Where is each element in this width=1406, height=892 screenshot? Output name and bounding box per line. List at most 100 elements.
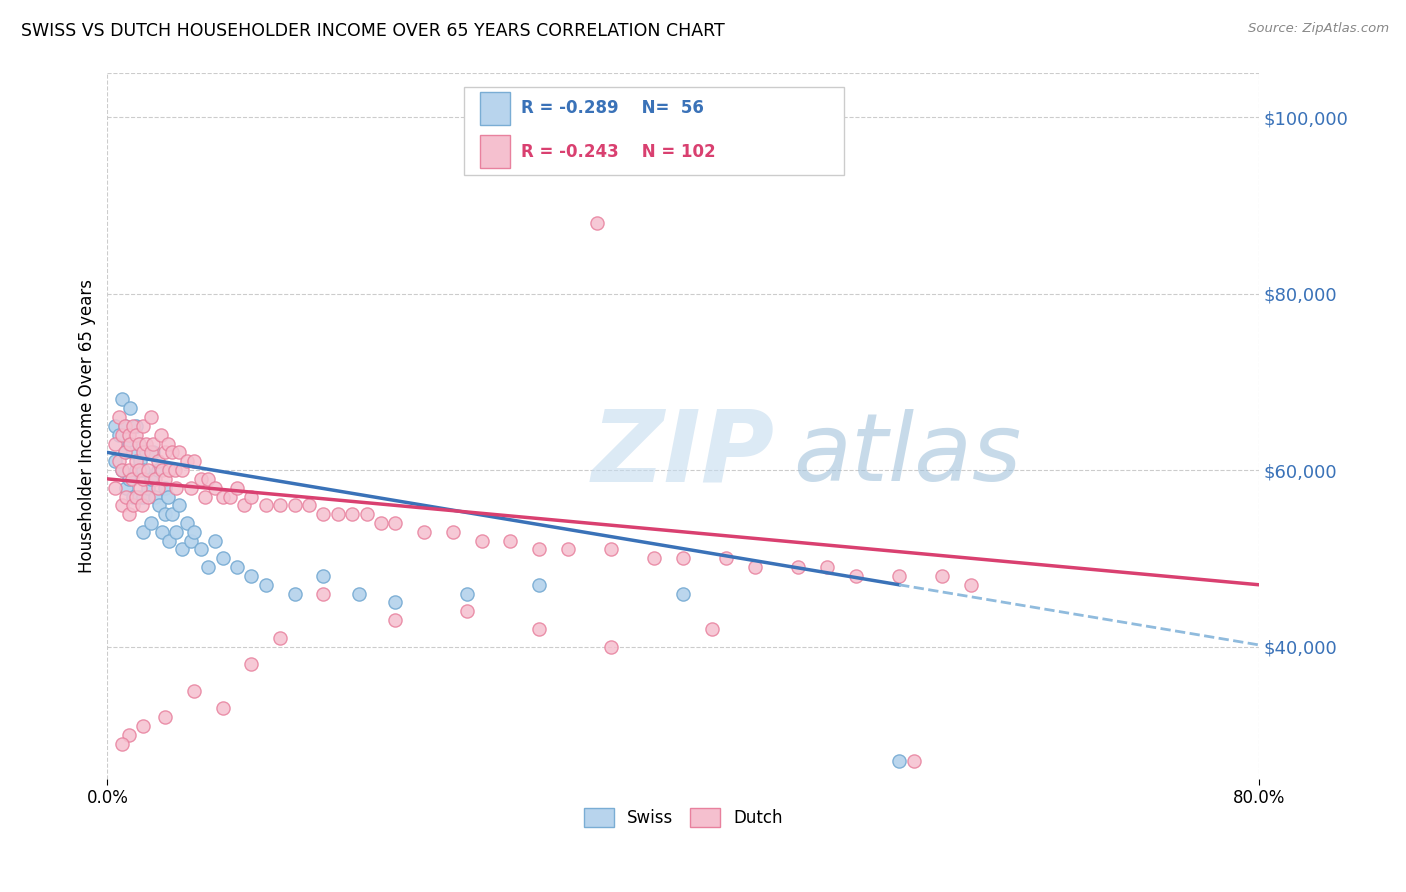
Point: [132, 719, 155, 733]
Point: [157, 533, 180, 548]
Point: [211, 551, 233, 566]
Point: [557, 542, 579, 557]
Point: [456, 604, 478, 618]
Point: [172, 542, 194, 557]
Point: [312, 586, 335, 600]
Point: [135, 445, 157, 459]
Point: [197, 560, 219, 574]
Point: [153, 710, 176, 724]
Point: [384, 613, 406, 627]
Point: [150, 463, 173, 477]
Point: [153, 507, 176, 521]
Point: [269, 631, 291, 645]
Point: [211, 490, 233, 504]
Point: [108, 427, 131, 442]
Point: [118, 436, 141, 450]
Point: [118, 463, 141, 477]
Point: [153, 481, 176, 495]
Point: [118, 728, 141, 742]
Point: [120, 401, 142, 416]
Point: [132, 445, 155, 459]
Point: [356, 507, 378, 521]
Point: [111, 392, 134, 407]
Point: [240, 490, 263, 504]
Point: [132, 419, 155, 434]
Point: [146, 481, 169, 495]
Point: [176, 516, 198, 530]
Point: [136, 481, 159, 495]
Point: [211, 701, 233, 715]
Point: [312, 569, 335, 583]
Point: [103, 419, 125, 434]
Point: [142, 436, 165, 450]
Point: [169, 445, 191, 459]
Point: [139, 516, 162, 530]
Point: [384, 516, 406, 530]
Point: [960, 578, 983, 592]
Point: [114, 445, 136, 459]
Point: [136, 490, 159, 504]
Point: [120, 436, 142, 450]
Point: [111, 463, 134, 477]
Point: [131, 499, 153, 513]
Point: [111, 463, 134, 477]
Point: [108, 410, 131, 425]
Point: [672, 586, 695, 600]
Point: [413, 524, 436, 539]
Point: [132, 463, 155, 477]
Point: [153, 445, 176, 459]
Point: [128, 490, 150, 504]
Point: [441, 524, 464, 539]
Point: [129, 481, 152, 495]
Point: [226, 481, 249, 495]
Point: [471, 533, 494, 548]
Point: [787, 560, 810, 574]
Point: [157, 463, 180, 477]
Point: [128, 436, 150, 450]
Point: [183, 454, 205, 468]
Point: [146, 454, 169, 468]
Text: ZIP: ZIP: [591, 406, 775, 503]
Point: [226, 560, 249, 574]
Y-axis label: Householder Income Over 65 years: Householder Income Over 65 years: [79, 279, 96, 573]
Point: [122, 499, 145, 513]
Point: [114, 445, 136, 459]
Point: [194, 490, 217, 504]
Point: [153, 472, 176, 486]
Point: [529, 542, 551, 557]
Point: [136, 463, 159, 477]
Point: [114, 419, 136, 434]
Point: [163, 463, 186, 477]
Point: [370, 516, 392, 530]
Point: [149, 427, 172, 442]
Point: [156, 436, 179, 450]
Point: [128, 436, 150, 450]
Point: [889, 754, 911, 768]
Point: [166, 524, 188, 539]
Point: [139, 410, 162, 425]
Point: [128, 463, 150, 477]
Point: [103, 436, 125, 450]
Text: SWISS VS DUTCH HOUSEHOLDER INCOME OVER 65 YEARS CORRELATION CHART: SWISS VS DUTCH HOUSEHOLDER INCOME OVER 6…: [21, 22, 725, 40]
Point: [233, 499, 256, 513]
Point: [700, 622, 723, 636]
Point: [150, 524, 173, 539]
Point: [111, 499, 134, 513]
Point: [456, 586, 478, 600]
Point: [132, 490, 155, 504]
Point: [384, 595, 406, 609]
Point: [125, 454, 148, 468]
Point: [269, 499, 291, 513]
Point: [148, 499, 170, 513]
Point: [111, 427, 134, 442]
Point: [204, 481, 226, 495]
Point: [103, 454, 125, 468]
Point: [143, 490, 166, 504]
Point: [716, 551, 738, 566]
Point: [600, 640, 623, 654]
Point: [240, 569, 263, 583]
Point: [529, 622, 551, 636]
Point: [122, 445, 145, 459]
Text: atlas: atlas: [793, 409, 1021, 500]
Point: [122, 490, 145, 504]
